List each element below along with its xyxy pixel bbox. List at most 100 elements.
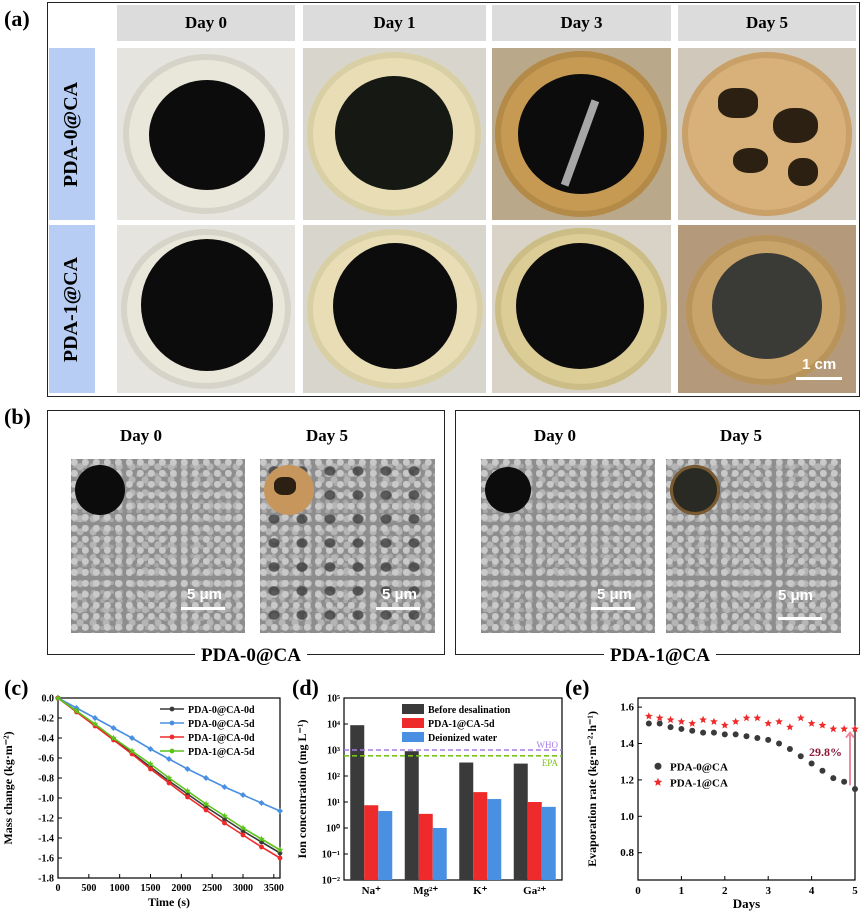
data-point-c-3 <box>239 824 247 831</box>
panel-e-label: (e) <box>565 675 590 700</box>
data-point-e-0 <box>776 740 783 747</box>
bar-d-2-3 <box>541 806 556 880</box>
data-point-c-3 <box>202 800 210 807</box>
data-point-e-0 <box>667 724 674 731</box>
data-point-c-1 <box>147 746 154 752</box>
data-point-e-0 <box>797 753 804 760</box>
data-point-e-0 <box>765 736 772 743</box>
plot-frame-c <box>57 697 281 879</box>
y-tick-label-c: 0.0 <box>42 694 55 705</box>
data-point-e-1 <box>775 717 783 725</box>
x-tick-label-c: 1500 <box>141 883 161 894</box>
data-point-c-1 <box>240 792 246 798</box>
sem-image-pda1-day0: 5 μm <box>481 459 655 633</box>
x-tick-label-c: 2000 <box>171 883 191 894</box>
photo-pda1-day5: 1 cm <box>678 225 856 393</box>
legend-label-d-1: PDA-1@CA-5d <box>428 719 495 730</box>
y-tick-label-e: 1.4 <box>620 738 634 750</box>
chart-ion-concentration: 10⁻² 10⁻¹ 10⁰ 10¹ 10² 10³ 10⁴ 10⁵ Ion concentrat… <box>295 694 563 897</box>
legend-marker-e-0 <box>654 762 662 770</box>
y-tick-label-c: -1.2 <box>38 814 54 825</box>
photo-pda1-day3 <box>492 225 671 393</box>
data-point-e-1 <box>807 719 816 727</box>
y-tick-label-d: 10⁴ <box>327 720 340 731</box>
x-tick-label-c: 0 <box>56 883 61 894</box>
reference-label-d-0: WHO <box>537 740 559 750</box>
legend-marker-c-0 <box>169 706 175 712</box>
data-point-c-2 <box>259 844 264 850</box>
x-tick-label-d: K⁺ <box>473 885 488 897</box>
panel-a-frame <box>47 2 860 397</box>
data-point-e-0 <box>700 729 707 736</box>
legend-label-c-0: PDA-0@CA-0d <box>188 705 255 716</box>
sem-scale-label-2: 5 μm <box>382 586 418 603</box>
data-point-c-3 <box>54 694 62 701</box>
legend-swatch-d-1 <box>402 718 424 728</box>
y-tick-label-d: 10⁻¹ <box>322 850 340 861</box>
x-tick-label-e: 0 <box>635 885 641 897</box>
legend-label-d-0: Before desalination <box>428 705 511 716</box>
annotation-arrowhead-e <box>845 730 855 739</box>
x-tick-label-e: 1 <box>679 885 685 897</box>
column-header-day0: Day 0 <box>117 5 295 41</box>
data-point-c-3 <box>147 760 154 767</box>
photo-pda0-day1 <box>303 48 486 220</box>
y-tick-label-c: -1.6 <box>38 854 54 865</box>
x-tick-label-e: 2 <box>722 885 728 897</box>
y-tick-label-d: 10² <box>327 772 340 783</box>
legend-label-d-2: Deionized water <box>428 733 498 744</box>
scale-bar-1cm <box>796 377 842 380</box>
data-point-c-3 <box>276 846 284 853</box>
data-point-c-1 <box>184 766 191 772</box>
data-point-e-0 <box>689 727 696 734</box>
x-tick-label-c: 3000 <box>233 883 253 894</box>
y-tick-label-c: -0.4 <box>38 734 54 745</box>
column-header-day5: Day 5 <box>678 5 856 41</box>
legend-marker-c-3 <box>169 748 175 754</box>
bar-d-0-0 <box>350 725 365 880</box>
photo-pda0-day0 <box>117 48 295 220</box>
sem-scale-label-1: 5 μm <box>187 586 223 603</box>
legend-swatch-d-2 <box>402 732 424 742</box>
y-tick-label-d: 10⁵ <box>327 694 340 705</box>
data-point-e-0 <box>786 745 793 752</box>
y-tick-label-e: 1.6 <box>620 702 634 714</box>
data-point-e-1 <box>786 723 794 731</box>
data-point-e-0 <box>808 760 815 767</box>
x-axis-label-e: Days <box>733 896 760 911</box>
data-point-e-1 <box>764 719 772 727</box>
photo-pda0-day5 <box>678 48 856 220</box>
legend-label-c-3: PDA-1@CA-5d <box>188 747 255 758</box>
y-tick-label-c: -0.6 <box>38 754 54 765</box>
data-point-c-3 <box>128 747 136 754</box>
group-label-pda1: PDA-1@CA <box>604 645 716 667</box>
sem-left-day5-label: Day 5 <box>306 426 349 445</box>
data-point-c-1 <box>129 735 135 741</box>
y-tick-label-c: -1.8 <box>38 874 54 885</box>
x-tick-label-c: 2500 <box>202 883 222 894</box>
panel-b-label: (b) <box>4 404 31 429</box>
data-point-c-2 <box>166 780 172 786</box>
row-header-pda0-label: PDA-0@CA <box>60 81 83 187</box>
legend-label-e-1: PDA-1@CA <box>670 777 728 789</box>
data-point-e-1 <box>731 717 740 725</box>
scale-bar-1cm-label: 1 cm <box>802 356 837 373</box>
data-point-e-1 <box>666 715 675 724</box>
legend-label-c-2: PDA-1@CA-0d <box>188 733 255 744</box>
x-tick-label-e: 3 <box>765 885 771 897</box>
data-point-c-2 <box>277 855 283 861</box>
data-point-e-0 <box>710 729 717 736</box>
data-point-e-0 <box>852 786 858 792</box>
sem-left-day0-label: Day 0 <box>120 426 163 445</box>
chart-evaporation-rate: 0 1 2 3 4 5 0.8 1.0 1.2 1.4 1.6 Days Evaporation rat… <box>585 697 859 911</box>
data-point-e-1 <box>851 724 859 733</box>
y-axis-label-d: Ion concentration (mg L⁻¹) <box>295 720 309 859</box>
bar-d-0-1 <box>404 751 419 880</box>
data-point-c-2 <box>148 766 153 772</box>
panel-d-label: (d) <box>292 675 319 700</box>
bar-d-1-3 <box>527 802 542 880</box>
bar-d-1-0 <box>364 805 379 880</box>
legend-label-e-0: PDA-0@CA <box>670 761 728 773</box>
y-tick-label-c: -0.2 <box>38 714 54 725</box>
data-point-e-1 <box>796 714 805 722</box>
